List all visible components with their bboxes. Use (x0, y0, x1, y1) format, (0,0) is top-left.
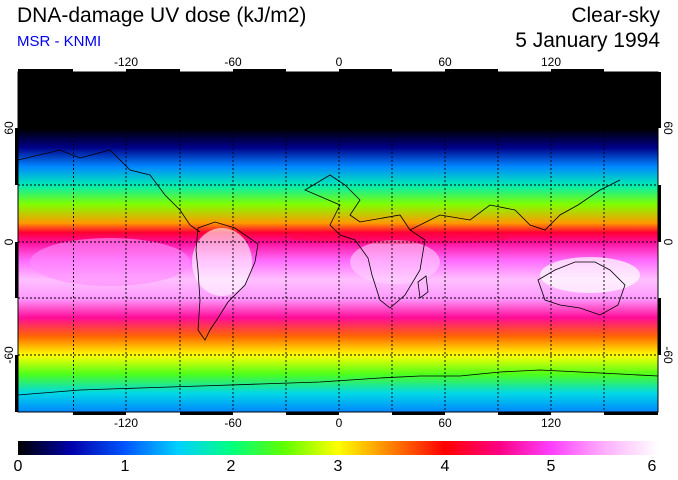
coastlines (18, 149, 658, 396)
colorbar-label: 3 (333, 458, 343, 475)
scale-segment (658, 298, 661, 355)
scale-segment (18, 69, 73, 72)
source-label: MSR - KNMI (17, 33, 102, 50)
europe-africa-coast (304, 174, 426, 309)
colorbar-label: 5 (546, 458, 556, 475)
lon-tick-top: -120 (113, 55, 139, 69)
lon-tick-top: 0 (335, 55, 343, 69)
madagascar-coast (417, 275, 429, 299)
colorbar (18, 441, 658, 455)
scale-segment (445, 69, 498, 72)
frame-scale-bars (15, 69, 661, 415)
scale-segment (339, 69, 392, 72)
lon-tick-bottom: 120 (540, 416, 562, 430)
pacific-high-dose-patch (30, 238, 190, 286)
scale-segment (286, 412, 339, 415)
lat-tick-right: 0 (661, 238, 675, 246)
lon-tick-top: -60 (224, 55, 242, 69)
lat-tick-right: -60 (661, 346, 675, 364)
north-america-coast (18, 149, 201, 233)
asia-coast (409, 179, 621, 231)
scale-segment (498, 412, 551, 415)
sky-condition-label: Clear-sky (571, 4, 660, 27)
colorbar-label: 2 (226, 458, 236, 475)
graticule (18, 72, 658, 412)
equatorial-cloud-band (290, 232, 510, 244)
colorbar-label: 4 (440, 458, 450, 475)
colorbar-label: 6 (647, 458, 657, 475)
lon-tick-bottom: 0 (335, 416, 343, 430)
scale-segment (392, 412, 445, 415)
lon-tick-top: 120 (540, 55, 562, 69)
lat-tick-left: 60 (2, 121, 16, 135)
map-texture (30, 228, 640, 296)
scale-segment (658, 72, 661, 128)
lon-tick-bottom: 60 (438, 416, 452, 430)
lat-tick-left: 0 (2, 238, 16, 246)
scale-segment (658, 185, 661, 242)
scale-segment (15, 355, 18, 412)
map-title: DNA-damage UV dose (kJ/m2) (17, 4, 307, 27)
scale-segment (126, 69, 180, 72)
lat-tick-left: -60 (2, 346, 16, 364)
south-america-high-dose-patch (192, 228, 252, 296)
scale-segment (233, 69, 286, 72)
antarctica-coast (18, 369, 658, 396)
scale-segment (604, 412, 658, 415)
colorbar-label: 0 (13, 458, 23, 475)
colorbar-label: 1 (120, 458, 130, 475)
lon-tick-top: 60 (438, 55, 452, 69)
south-america-coast (195, 221, 259, 341)
scale-segment (73, 412, 126, 415)
australia-coast (537, 261, 626, 316)
lon-tick-bottom: -60 (224, 416, 242, 430)
date-label: 5 January 1994 (515, 29, 660, 52)
lon-tick-bottom: -120 (113, 416, 139, 430)
lat-tick-right: 60 (661, 121, 675, 135)
scale-segment (15, 242, 18, 298)
scale-segment (551, 69, 604, 72)
scale-segment (180, 412, 233, 415)
scale-segment (15, 128, 18, 185)
africa-high-dose-patch (350, 240, 440, 284)
